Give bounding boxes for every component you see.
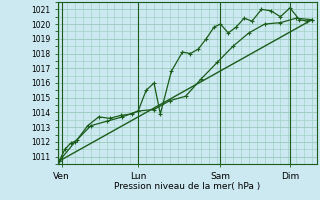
X-axis label: Pression niveau de la mer( hPa ): Pression niveau de la mer( hPa ) <box>114 182 260 191</box>
